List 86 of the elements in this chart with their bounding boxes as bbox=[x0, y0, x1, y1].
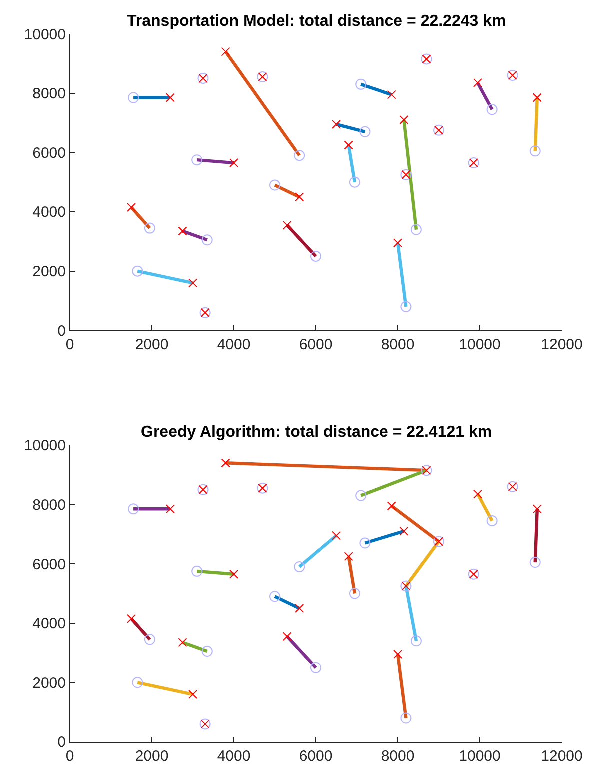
y-tick-label: 10000 bbox=[24, 26, 66, 44]
point bbox=[270, 180, 280, 191]
point bbox=[294, 561, 306, 572]
x-tick-label: 12000 bbox=[541, 748, 583, 765]
point bbox=[188, 690, 198, 700]
x-tick-label: 8000 bbox=[381, 336, 415, 354]
point bbox=[230, 570, 238, 579]
point bbox=[132, 677, 144, 688]
point bbox=[221, 458, 230, 468]
point bbox=[295, 192, 304, 202]
point bbox=[486, 104, 498, 116]
x-tick-label: 8000 bbox=[381, 748, 415, 765]
point bbox=[356, 490, 367, 502]
y-tick-label: 8000 bbox=[32, 496, 66, 514]
point bbox=[387, 502, 396, 511]
point bbox=[360, 126, 371, 138]
y-tick-label: 0 bbox=[58, 322, 66, 340]
chart-title: Transportation Model: total distance = 22.2243 km bbox=[127, 13, 506, 30]
point bbox=[332, 531, 341, 540]
point bbox=[349, 588, 360, 600]
x-tick-label: 6000 bbox=[299, 748, 333, 765]
point bbox=[221, 47, 230, 56]
point bbox=[394, 650, 402, 659]
point bbox=[310, 250, 322, 262]
point bbox=[410, 636, 422, 647]
point bbox=[400, 712, 412, 724]
x-tick-label: 2000 bbox=[135, 748, 169, 765]
point bbox=[192, 566, 203, 577]
point bbox=[400, 301, 412, 312]
point bbox=[127, 203, 136, 212]
point bbox=[532, 504, 542, 514]
point bbox=[295, 604, 304, 614]
point bbox=[128, 92, 140, 104]
point bbox=[188, 278, 198, 288]
point bbox=[394, 238, 402, 248]
point bbox=[166, 93, 175, 102]
y-tick-label: 6000 bbox=[32, 144, 66, 162]
point bbox=[360, 538, 371, 549]
y-tick-label: 2000 bbox=[32, 264, 66, 281]
point bbox=[127, 614, 136, 624]
point bbox=[202, 646, 213, 658]
y-tick-label: 4000 bbox=[32, 616, 66, 633]
point bbox=[356, 78, 367, 90]
chart-title: Greedy Algorithm: total distance = 22.4121 km bbox=[141, 424, 492, 441]
point bbox=[344, 140, 354, 150]
point bbox=[332, 120, 341, 129]
y-tick-label: 4000 bbox=[32, 204, 66, 222]
point bbox=[530, 557, 541, 568]
point bbox=[192, 154, 203, 166]
y-tick-label: 2000 bbox=[32, 674, 66, 692]
y-tick-label: 6000 bbox=[32, 556, 66, 574]
x-tick-label: 4000 bbox=[217, 336, 251, 354]
point bbox=[132, 266, 144, 277]
point bbox=[310, 662, 322, 674]
x-tick-label: 4000 bbox=[217, 748, 251, 765]
point bbox=[128, 504, 140, 515]
point bbox=[387, 90, 396, 100]
y-tick-label: 10000 bbox=[24, 438, 66, 455]
point bbox=[282, 220, 292, 230]
point bbox=[473, 490, 482, 499]
point bbox=[230, 158, 238, 168]
y-tick-label: 0 bbox=[58, 734, 66, 752]
point bbox=[178, 226, 188, 236]
x-tick-label: 10000 bbox=[459, 336, 501, 354]
point bbox=[530, 146, 541, 157]
point bbox=[294, 150, 306, 162]
point bbox=[349, 176, 360, 188]
point bbox=[532, 93, 542, 102]
x-tick-label: 12000 bbox=[541, 336, 583, 354]
x-tick-label: 2000 bbox=[135, 336, 169, 354]
point bbox=[144, 222, 156, 234]
x-tick-label: 6000 bbox=[299, 336, 333, 354]
point bbox=[144, 634, 156, 646]
point bbox=[178, 638, 188, 648]
point bbox=[486, 516, 498, 526]
point bbox=[282, 632, 292, 642]
point bbox=[166, 504, 175, 514]
point bbox=[344, 552, 354, 562]
point bbox=[400, 116, 409, 125]
y-tick-label: 8000 bbox=[32, 86, 66, 103]
x-tick-label: 10000 bbox=[459, 748, 501, 765]
point bbox=[473, 78, 482, 88]
point bbox=[410, 224, 422, 236]
point bbox=[202, 234, 213, 246]
point bbox=[270, 591, 280, 602]
point bbox=[400, 526, 409, 536]
